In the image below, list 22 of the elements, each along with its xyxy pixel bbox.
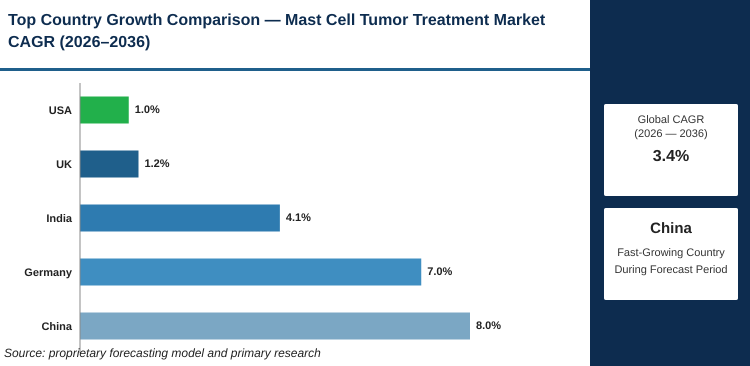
bar xyxy=(80,150,138,178)
data-label: 1.2% xyxy=(144,158,170,170)
text: (2026 — 2036) xyxy=(633,128,709,140)
data-label: 1.0% xyxy=(134,104,160,116)
y-tick-label: India xyxy=(46,212,73,225)
annotation: Source: proprietary forecasting model and primary research xyxy=(4,346,321,360)
bar xyxy=(80,258,422,286)
bar xyxy=(80,204,280,232)
text: Fast-Growing Country During Forecast Period xyxy=(613,246,729,278)
data-label: 7.0% xyxy=(427,266,453,278)
data-label: 8.0% xyxy=(476,320,502,332)
y-tick-label: UK xyxy=(56,158,72,171)
data-label: 4.1% xyxy=(286,212,312,224)
bar xyxy=(80,312,470,340)
y-tick-label: China xyxy=(41,320,73,333)
bar xyxy=(80,96,129,124)
text: Global CAGR xyxy=(636,114,706,126)
chart-title: Top Country Growth Comparison — Mast Cell Tumor Treatment Market CAGR (2026–2036) xyxy=(8,11,546,53)
y-tick-label: USA xyxy=(48,104,72,117)
text: China xyxy=(649,220,693,237)
text: 3.4% xyxy=(652,148,690,166)
y-tick-label: Germany xyxy=(24,266,73,279)
